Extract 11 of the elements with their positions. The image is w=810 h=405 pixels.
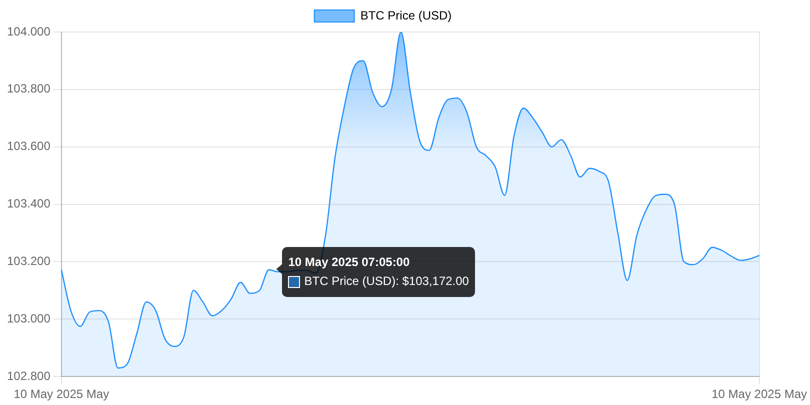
legend-label: BTC Price (USD) — [360, 8, 452, 22]
annotation: 10 May 2025 07:05:00 BTC Price (USD): $103,172.00 — [288, 254, 469, 290]
y-tick-label: 104.000 — [6, 24, 51, 38]
y-tick-label: 103.600 — [6, 139, 51, 154]
x-tick-label: 10 May 2025 May — [14, 387, 110, 402]
y-tick-label: 103.000 — [6, 311, 51, 326]
x-tick-label: 10 May 2025 May — [712, 387, 808, 402]
y-tick-label: 103.400 — [6, 196, 51, 211]
y-tick-label: 103.800 — [6, 82, 51, 96]
y-tick-label: 102.800 — [6, 368, 51, 383]
y-tick-label: 103.200 — [6, 254, 51, 268]
